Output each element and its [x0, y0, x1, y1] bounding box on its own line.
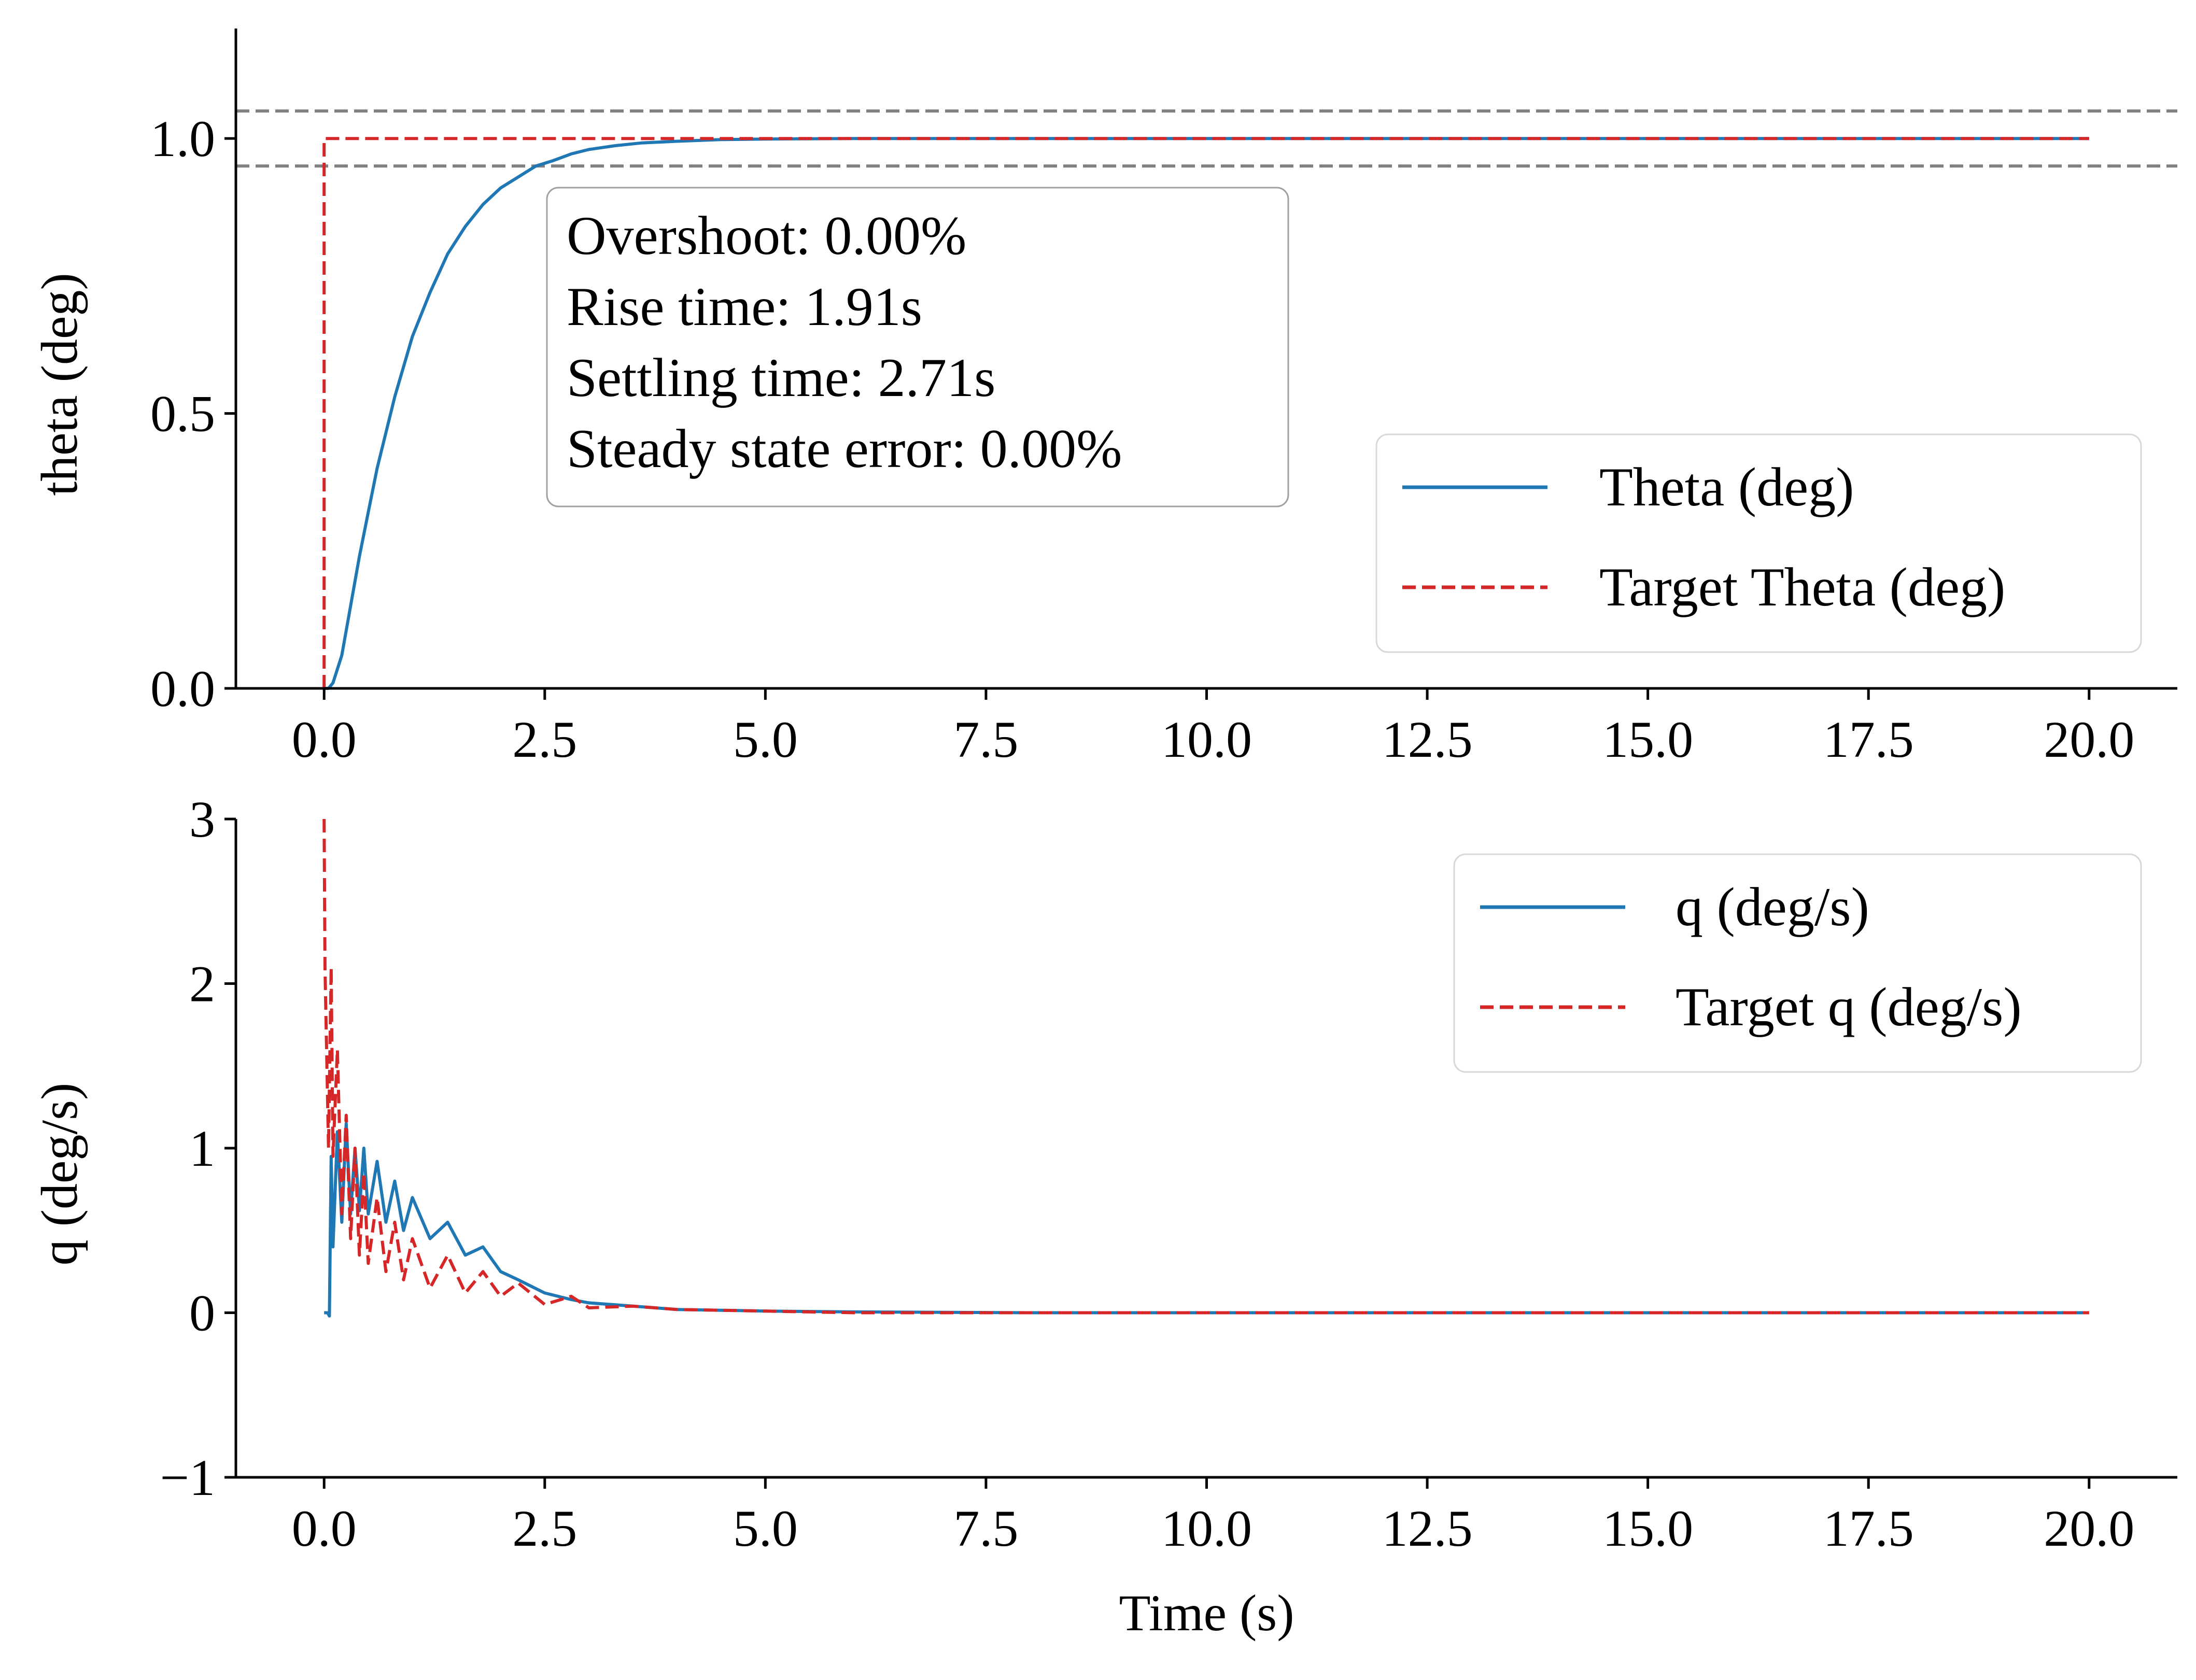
theta-series-target-line — [322, 137, 2089, 688]
q-panel: 0.0 2.5 5.0 7.5 10.0 12.5 15.0 17.5 20.0 −10123 … — [31, 790, 2177, 1642]
q-y-axis-label: q (deg/s) — [31, 1083, 88, 1266]
x-tick-label: 12.5 — [1382, 711, 1473, 768]
y-tick-label: 0.5 — [150, 385, 215, 443]
x-tick-label: 10.0 — [1161, 711, 1252, 768]
x-tick-label: 12.5 — [1382, 1500, 1473, 1557]
x-tick-label: 2.5 — [512, 1500, 577, 1557]
legend-target-theta-label: Target Theta (deg) — [1599, 557, 2005, 617]
x-tick-label: 15.0 — [1602, 711, 1693, 768]
annotation-steady-state-error: Steady state error: 0.00% — [567, 418, 1122, 479]
q-legend: q (deg/s) Target q (deg/s) — [1453, 853, 2142, 1073]
q-series-measured-line — [324, 1122, 2089, 1318]
theta-panel: 0.0 2.5 5.0 7.5 10.0 12.5 15.0 17.5 20.0 0.0 0.5 1… — [31, 29, 2177, 768]
y-tick-label: 1 — [189, 1120, 215, 1177]
x-tick-label: 20.0 — [2044, 1500, 2134, 1557]
x-tick-label: 15.0 — [1602, 1500, 1693, 1557]
x-tick-label: 5.0 — [733, 711, 798, 768]
x-tick-label: 2.5 — [512, 711, 577, 768]
theta-y-ticks: 0.0 0.5 1.0 — [150, 110, 236, 717]
y-tick-label: −1 — [160, 1449, 215, 1506]
q-y-ticks: −1 0 1 2 3 — [160, 790, 236, 1506]
x-tick-label: 7.5 — [953, 711, 1018, 768]
x-tick-label: 5.0 — [733, 1500, 798, 1557]
y-tick-label: 2 — [189, 955, 215, 1013]
legend-q-label: q (deg/s) — [1676, 877, 1869, 937]
q-series-group — [322, 818, 2089, 1318]
legend-target-q-label: Target q (deg/s) — [1676, 977, 2022, 1037]
q-series-target-line — [322, 818, 2089, 1315]
annotation-settling-time: Settling time: 2.71s — [567, 347, 995, 408]
x-tick-label: 20.0 — [2044, 711, 2134, 768]
y-tick-label: 3 — [189, 790, 215, 848]
q-x-ticks: 0.0 2.5 5.0 7.5 10.0 12.5 15.0 17.5 20.0 — [292, 1477, 2134, 1557]
x-tick-label: 0.0 — [292, 711, 357, 768]
annotation-overshoot: Overshoot: 0.00% — [567, 205, 966, 266]
y-tick-label: 0.0 — [150, 660, 215, 717]
x-tick-label: 17.5 — [1823, 1500, 1914, 1557]
q-x-axis-label: Time (s) — [1119, 1584, 1294, 1642]
x-tick-label: 0.0 — [292, 1500, 357, 1557]
x-tick-label: 10.0 — [1161, 1500, 1252, 1557]
theta-x-ticks: 0.0 2.5 5.0 7.5 10.0 12.5 15.0 17.5 20.0 — [292, 688, 2134, 768]
legend-theta-label: Theta (deg) — [1599, 457, 1854, 517]
theta-series-group — [236, 109, 2177, 690]
x-tick-label: 17.5 — [1823, 711, 1914, 768]
metrics-annotation-box: Overshoot: 0.00% Rise time: 1.91s Settli… — [546, 187, 1289, 507]
theta-legend: Theta (deg) Target Theta (deg) — [1375, 433, 2142, 653]
annotation-rise-time: Rise time: 1.91s — [567, 276, 922, 337]
theta-y-axis-label: theta (deg) — [31, 273, 88, 496]
x-tick-label: 7.5 — [953, 1500, 1018, 1557]
y-tick-label: 1.0 — [150, 110, 215, 167]
y-tick-label: 0 — [189, 1284, 215, 1342]
